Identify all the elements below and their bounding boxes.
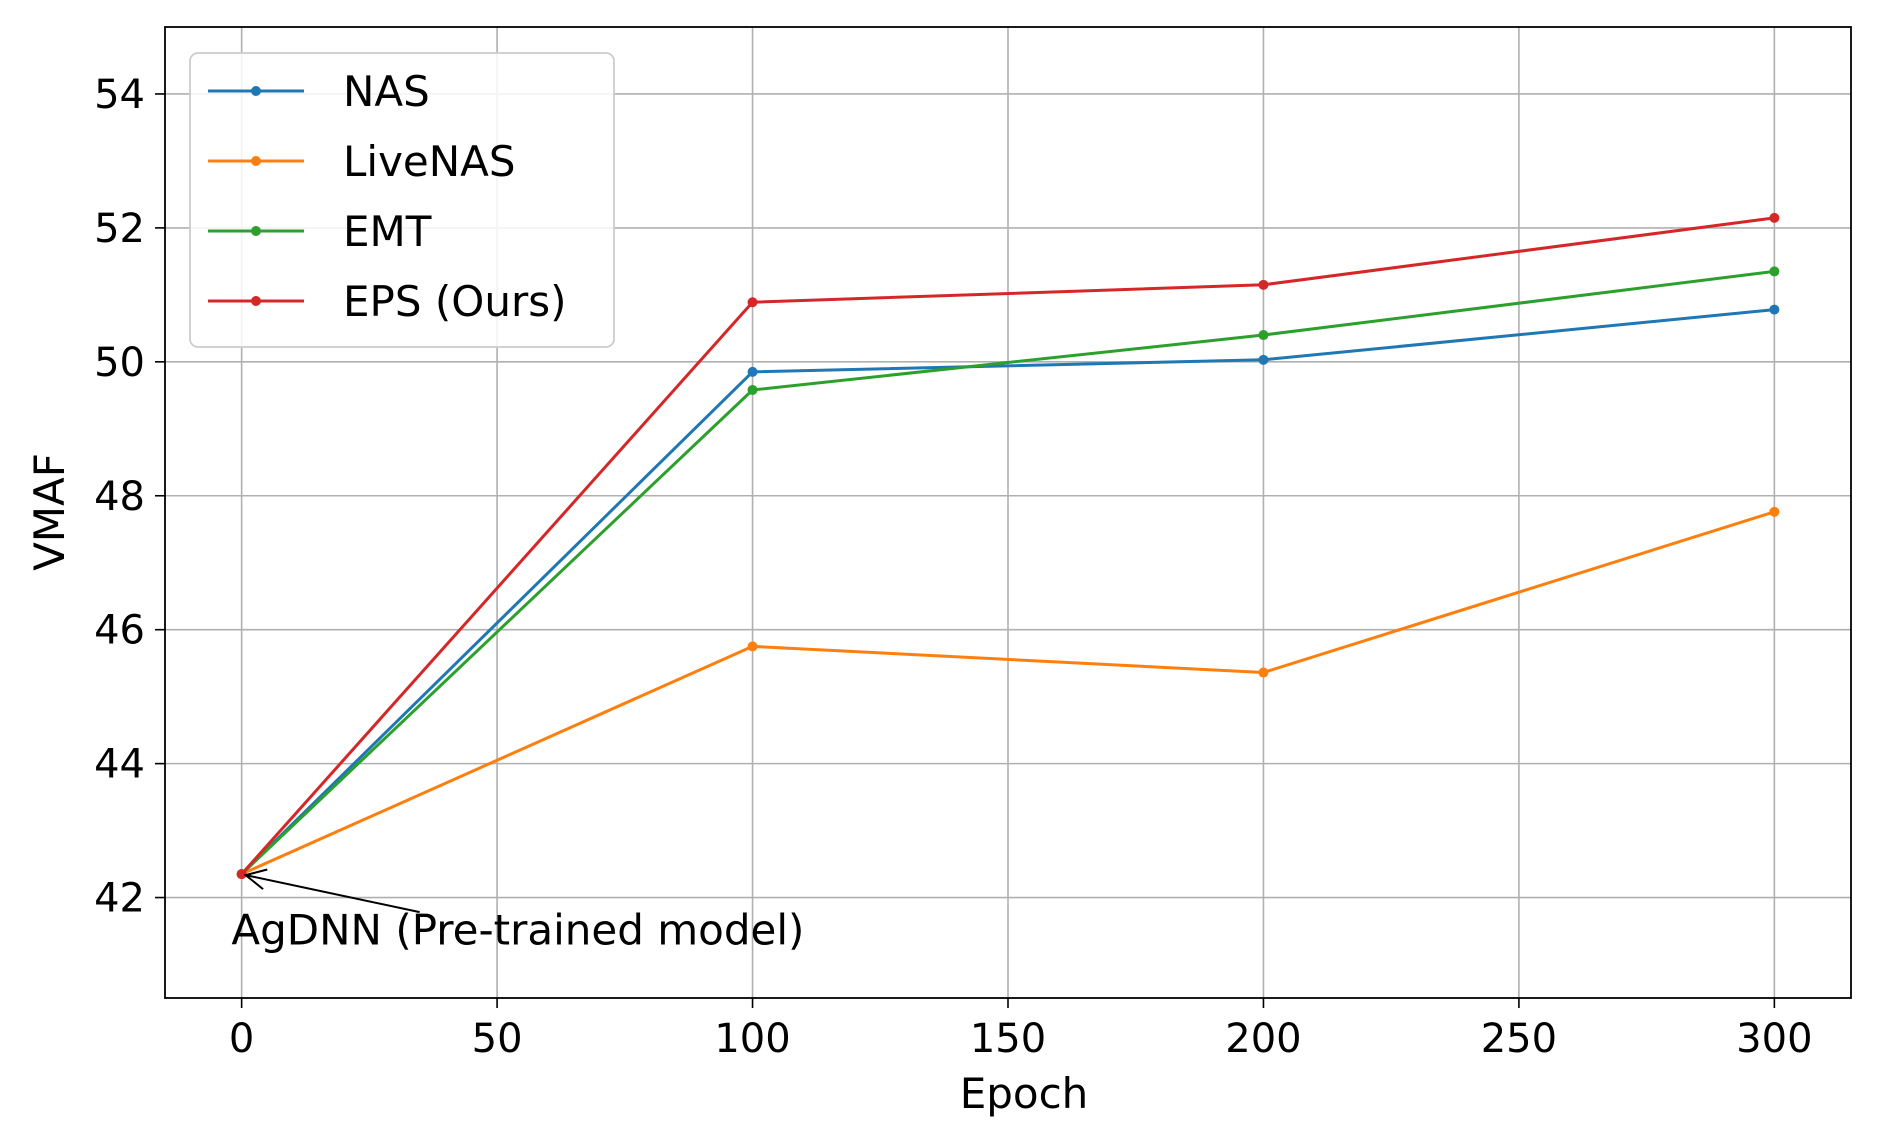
x-tick-label: 150 xyxy=(970,1016,1046,1062)
legend-label-emt: EMT xyxy=(343,207,432,256)
legend-box xyxy=(189,52,615,348)
grid xyxy=(165,27,1851,998)
y-tick-label: 42 xyxy=(94,876,145,922)
data-point-livenas xyxy=(1769,506,1780,517)
y-tick-label: 52 xyxy=(94,206,145,252)
y-axis: 42 44 46 48 50 52 54 xyxy=(94,72,165,922)
data-point-eps-ours xyxy=(236,869,247,880)
x-tick-label: 50 xyxy=(472,1016,523,1062)
plot-frame xyxy=(164,26,1852,999)
data-point-emt xyxy=(1258,330,1269,341)
data-point-livenas xyxy=(1258,667,1269,678)
series-line-emt xyxy=(240,269,1775,876)
legend-label-eps-ours: EPS (Ours) xyxy=(343,277,566,326)
x-tick-label: 100 xyxy=(714,1016,790,1062)
legend: NAS LiveNAS EMT EPS (Ours) xyxy=(189,52,615,348)
x-tick-label: 300 xyxy=(1736,1016,1812,1062)
x-axis: 0 50 100 150 200 250 300 xyxy=(229,998,1813,1062)
legend-marker-eps-ours xyxy=(251,296,261,306)
data-point-eps-ours xyxy=(747,297,758,308)
legend-label-nas: NAS xyxy=(343,67,430,116)
x-tick-label: 0 xyxy=(229,1016,254,1062)
data-point-nas xyxy=(1769,304,1780,315)
y-tick-label: 46 xyxy=(94,608,145,654)
legend-marker-nas xyxy=(251,86,261,96)
x-tick-label: 200 xyxy=(1225,1016,1301,1062)
annotation-arrowhead xyxy=(243,868,268,890)
x-tick-label: 250 xyxy=(1481,1016,1557,1062)
annotation: AgDNN (Pre-trained model) xyxy=(231,868,804,954)
y-tick-label: 54 xyxy=(94,72,145,118)
y-axis-label: VMAF xyxy=(25,453,74,571)
data-point-nas xyxy=(747,366,758,377)
series-group xyxy=(236,212,1780,880)
data-point-eps-ours xyxy=(1258,279,1269,290)
y-tick-label: 50 xyxy=(94,340,145,386)
y-tick-label: 44 xyxy=(94,742,145,788)
y-tick-label: 48 xyxy=(94,474,145,520)
x-axis-label: Epoch xyxy=(960,1069,1089,1118)
series-line-nas xyxy=(240,308,1775,876)
data-point-nas xyxy=(1258,354,1269,365)
data-point-eps-ours xyxy=(1769,212,1780,223)
series-line-eps-ours xyxy=(240,216,1775,876)
annotation-label: AgDNN (Pre-trained model) xyxy=(231,905,804,954)
data-point-emt xyxy=(747,384,758,395)
annotation-arrow xyxy=(245,874,420,914)
series-line-livenas xyxy=(240,510,1775,876)
legend-marker-emt xyxy=(251,226,261,236)
legend-label-livenas: LiveNAS xyxy=(343,137,516,186)
data-point-livenas xyxy=(747,641,758,652)
data-point-emt xyxy=(1769,266,1780,277)
legend-marker-livenas xyxy=(251,156,261,166)
